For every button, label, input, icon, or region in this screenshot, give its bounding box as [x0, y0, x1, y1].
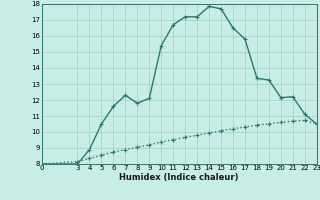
X-axis label: Humidex (Indice chaleur): Humidex (Indice chaleur) — [119, 173, 239, 182]
